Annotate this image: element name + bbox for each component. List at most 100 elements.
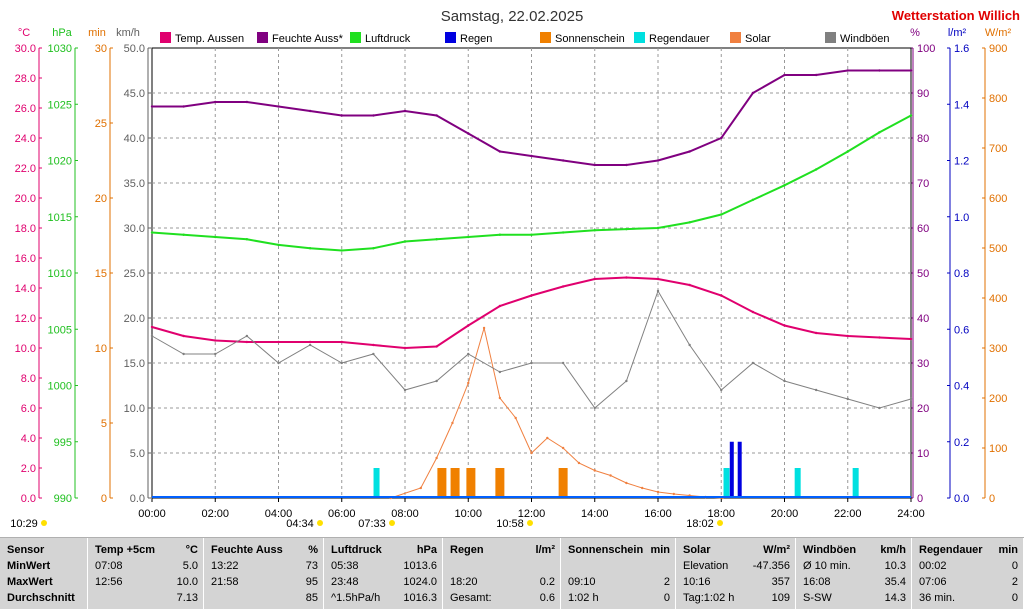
table-cell: 09:10: [568, 576, 596, 588]
table-cell: %: [308, 544, 318, 556]
table-header: Regen l/m²: [443, 542, 560, 558]
tick-label-sun_min: 25: [95, 118, 107, 130]
table-row: Gesamt: 0.6: [443, 590, 560, 606]
table-cell: °C: [185, 544, 198, 556]
table-cell: 2: [1011, 576, 1018, 588]
summary-table: Sensor MinWert MaxWert Durchschnitt Temp +5c…: [0, 537, 1024, 609]
data-point: [846, 397, 849, 401]
tick-label-sun_min: 0: [101, 493, 107, 505]
bar-regendauer: [852, 468, 859, 498]
legend-swatch: [445, 32, 456, 43]
brand-title: Wetterstation Willich: [892, 8, 1020, 23]
table-cell: 10.0: [176, 576, 198, 588]
data-point: [277, 361, 280, 365]
data-point: [720, 213, 723, 216]
tick-label-temp: 10.0: [15, 343, 36, 355]
table-cell: W/m²: [763, 544, 790, 556]
data-point: [688, 283, 691, 287]
table-cell: 16:08: [803, 576, 831, 588]
tick-label-hum: 40: [917, 313, 929, 325]
table-row: Durchschnitt: [0, 590, 87, 606]
tick-label-temp: 6.0: [21, 403, 36, 415]
table-cell: 5.0: [182, 560, 198, 572]
data-point: [561, 231, 565, 234]
x-tick-label: 04:00: [265, 508, 293, 520]
table-row: 21:58 95: [204, 574, 323, 590]
table-row: 85: [204, 590, 323, 606]
table-cell: 36 min.: [919, 592, 956, 604]
tick-label-temp: 22.0: [15, 163, 36, 175]
tick-label-solar: 100: [989, 443, 1007, 455]
data-point: [909, 397, 913, 401]
tick-label-rain: 0.6: [954, 324, 969, 336]
data-point: [609, 474, 612, 477]
x-tick-label: 22:00: [834, 508, 862, 520]
data-point: [403, 346, 407, 350]
tick-label-sun_min: 15: [95, 268, 107, 280]
chart-legend: Temp. Aussen Feuchte Auss* Luftdruck Regen S…: [160, 32, 890, 45]
data-point: [372, 114, 375, 117]
data-point: [435, 456, 438, 460]
data-point: [451, 421, 454, 425]
tick-label-hum: 100: [917, 43, 935, 55]
table-cell: Luftdruck: [331, 544, 382, 556]
bar-sonnenschein: [558, 468, 568, 498]
data-point: [720, 388, 723, 392]
data-point: [561, 446, 565, 450]
data-point: [751, 91, 755, 95]
table-row: 12:56 10.0: [88, 574, 203, 590]
event-sunrise: 07:33: [358, 518, 386, 530]
tick-label-wind: 0.0: [130, 493, 145, 505]
table-column: Sonnenschein min 09:10 2 1:02 h 0: [561, 538, 676, 609]
table-cell: 1013.6: [403, 560, 437, 572]
data-point: [720, 294, 723, 297]
data-point: [467, 352, 470, 356]
tick-label-temp: 12.0: [15, 313, 36, 325]
table-cell: 00:02: [919, 560, 947, 572]
event-marker-sunrise: [389, 520, 395, 526]
tick-label-press: 1005: [48, 324, 72, 336]
table-cell: 109: [771, 592, 790, 604]
data-point: [372, 247, 375, 250]
data-point: [245, 334, 249, 338]
table-cell: km/h: [880, 544, 906, 556]
tick-label-temp: 18.0: [15, 223, 36, 235]
tick-label-solar: 400: [989, 293, 1007, 305]
table-cell: 1016.3: [403, 592, 437, 604]
table-cell: MinWert: [7, 560, 51, 572]
data-point: [340, 114, 343, 117]
axis-unit-solar: W/m²: [985, 27, 1012, 39]
data-point: [783, 184, 786, 187]
table-row: 09:10 2: [561, 574, 675, 590]
tick-label-solar: 800: [989, 93, 1007, 105]
data-point: [245, 340, 249, 344]
table-cell: 2: [663, 576, 670, 588]
data-point: [308, 340, 312, 344]
data-point: [909, 337, 913, 341]
tick-label-solar: 0: [989, 493, 995, 505]
table-row: Ø 10 min. 10.3: [796, 558, 911, 574]
axis-unit-wind: km/h: [116, 27, 140, 39]
data-point: [593, 277, 596, 281]
event-marker-moonrise: [317, 520, 323, 526]
legend-swatch: [634, 32, 645, 43]
data-point: [245, 238, 249, 241]
data-point: [214, 235, 217, 239]
tick-label-temp: 20.0: [15, 193, 36, 205]
table-header: Luftdruck hPa: [324, 542, 442, 558]
tick-label-temp: 26.0: [15, 103, 36, 115]
data-point: [435, 238, 438, 241]
table-cell: 357: [771, 576, 790, 588]
event-marker-moonset: [41, 520, 47, 526]
table-cell: Ø 10 min.: [803, 560, 851, 572]
table-row: 00:02 0: [912, 558, 1023, 574]
tick-label-solar: 600: [989, 193, 1007, 205]
tick-label-wind: 50.0: [124, 43, 145, 55]
tick-label-wind: 25.0: [124, 268, 145, 280]
event-marker-transit: [527, 520, 533, 526]
legend-label: Solar: [745, 33, 771, 45]
data-point: [214, 339, 217, 342]
table-row: 1:02 h 0: [561, 590, 675, 606]
tick-label-temp: 30.0: [15, 43, 36, 55]
data-point: [814, 388, 818, 392]
